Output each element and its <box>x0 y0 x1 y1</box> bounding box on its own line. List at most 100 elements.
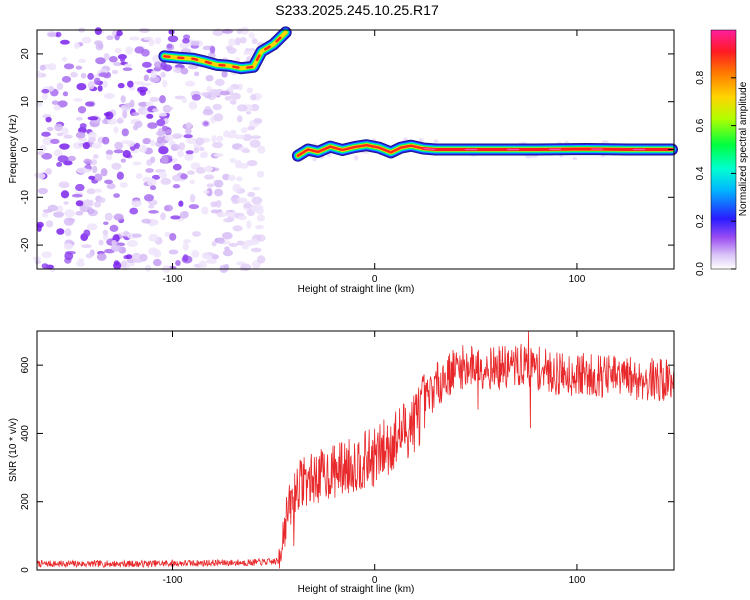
noise-blob <box>113 261 122 270</box>
noise-blob <box>158 171 168 179</box>
noise-blob <box>601 140 609 145</box>
noise-blob <box>185 127 192 135</box>
noise-blob <box>214 188 224 197</box>
noise-blob <box>111 162 122 170</box>
noise-blob <box>216 237 225 244</box>
noise-blob <box>56 228 65 235</box>
noise-blob <box>228 38 236 46</box>
noise-blob <box>95 57 106 65</box>
noise-blob <box>188 101 198 110</box>
noise-blob <box>182 242 189 251</box>
noise-blob <box>42 93 48 101</box>
noise-blob <box>56 161 63 168</box>
noise-blob <box>60 190 70 199</box>
noise-blob <box>149 97 160 102</box>
snr-y-label: SNR (10 * v/v) <box>8 418 19 482</box>
y-tick-label: 10 <box>20 96 31 108</box>
noise-blob <box>243 50 250 56</box>
noise-blob <box>256 255 266 264</box>
noise-blob <box>236 104 248 112</box>
noise-blob <box>227 47 237 54</box>
noise-blob <box>240 263 252 272</box>
noise-blob <box>123 230 129 236</box>
noise-blob <box>139 253 148 262</box>
noise-blob <box>36 102 43 107</box>
noise-blob <box>61 127 69 136</box>
noise-blob <box>125 254 133 260</box>
noise-blob <box>127 239 138 248</box>
noise-blob <box>37 187 48 195</box>
noise-blob <box>53 149 63 157</box>
noise-blob <box>125 46 133 55</box>
noise-blob <box>212 103 222 111</box>
noise-blob <box>229 99 237 105</box>
noise-blob <box>57 155 69 163</box>
colorbar-tick-label: 0.4 <box>695 166 706 180</box>
noise-blob <box>152 54 161 64</box>
noise-blob <box>79 123 87 129</box>
noise-blob <box>353 155 359 161</box>
noise-blob <box>221 232 233 240</box>
noise-blob <box>151 174 161 180</box>
noise-blob <box>41 251 52 259</box>
x-tick-label: -100 <box>162 575 182 586</box>
noise-blob <box>188 204 200 210</box>
noise-blob <box>164 231 171 238</box>
y-tick-label: -20 <box>20 237 31 252</box>
noise-blob <box>63 201 69 205</box>
noise-blob <box>179 211 189 219</box>
noise-blob <box>172 133 183 138</box>
noise-blob <box>73 98 83 102</box>
noise-blob <box>257 145 266 154</box>
noise-blob <box>232 183 242 193</box>
noise-blob <box>211 135 217 143</box>
noise-blob <box>162 79 168 88</box>
noise-blob <box>433 139 439 144</box>
noise-blob <box>41 131 51 137</box>
noise-blob <box>96 253 107 261</box>
figure-title: S233.2025.245.10.25.R17 <box>275 2 439 18</box>
noise-blob <box>56 132 64 137</box>
noise-blob <box>143 137 151 145</box>
colorbar-tick-label: 0.0 <box>695 262 706 276</box>
noise-blob <box>229 158 237 164</box>
noise-blob <box>171 174 182 182</box>
heatmap-y-label: Frequency (Hz) <box>8 115 19 184</box>
noise-blob <box>134 259 143 264</box>
noise-blob <box>126 140 135 147</box>
noise-blob <box>163 204 174 212</box>
noise-blob <box>221 70 228 78</box>
noise-blob <box>87 72 94 80</box>
noise-blob <box>127 80 134 88</box>
noise-blob <box>67 155 76 162</box>
noise-blob <box>77 106 87 114</box>
snr-series-line <box>36 330 675 569</box>
noise-blob <box>145 264 152 272</box>
noise-blob <box>53 211 65 218</box>
noise-blob <box>145 101 154 107</box>
noise-blob <box>213 153 224 158</box>
noise-blob <box>179 42 190 49</box>
noise-blob <box>72 142 84 150</box>
colorbar: 0.0 0.2 0.4 0.6 0.8 Normalized spectral ampl… <box>695 29 749 276</box>
noise-blob <box>227 174 236 182</box>
noise-blob <box>227 86 234 92</box>
noise-blob <box>92 165 98 174</box>
noise-blob <box>81 244 92 249</box>
noise-blob <box>64 209 75 218</box>
noise-blob <box>212 141 223 149</box>
noise-blob <box>147 122 158 129</box>
noise-blob <box>182 38 190 44</box>
noise-blob <box>180 173 188 180</box>
noise-blob <box>206 183 214 188</box>
noise-blob <box>236 197 248 202</box>
y-tick-label: 200 <box>20 493 31 510</box>
noise-blob <box>228 242 239 248</box>
noise-blob <box>236 28 242 34</box>
noise-blob <box>88 136 96 143</box>
snr-x-ticks: -100 0 100 <box>162 331 586 586</box>
noise-blob <box>251 196 263 205</box>
noise-blob <box>143 36 154 41</box>
noise-blob <box>186 137 197 145</box>
